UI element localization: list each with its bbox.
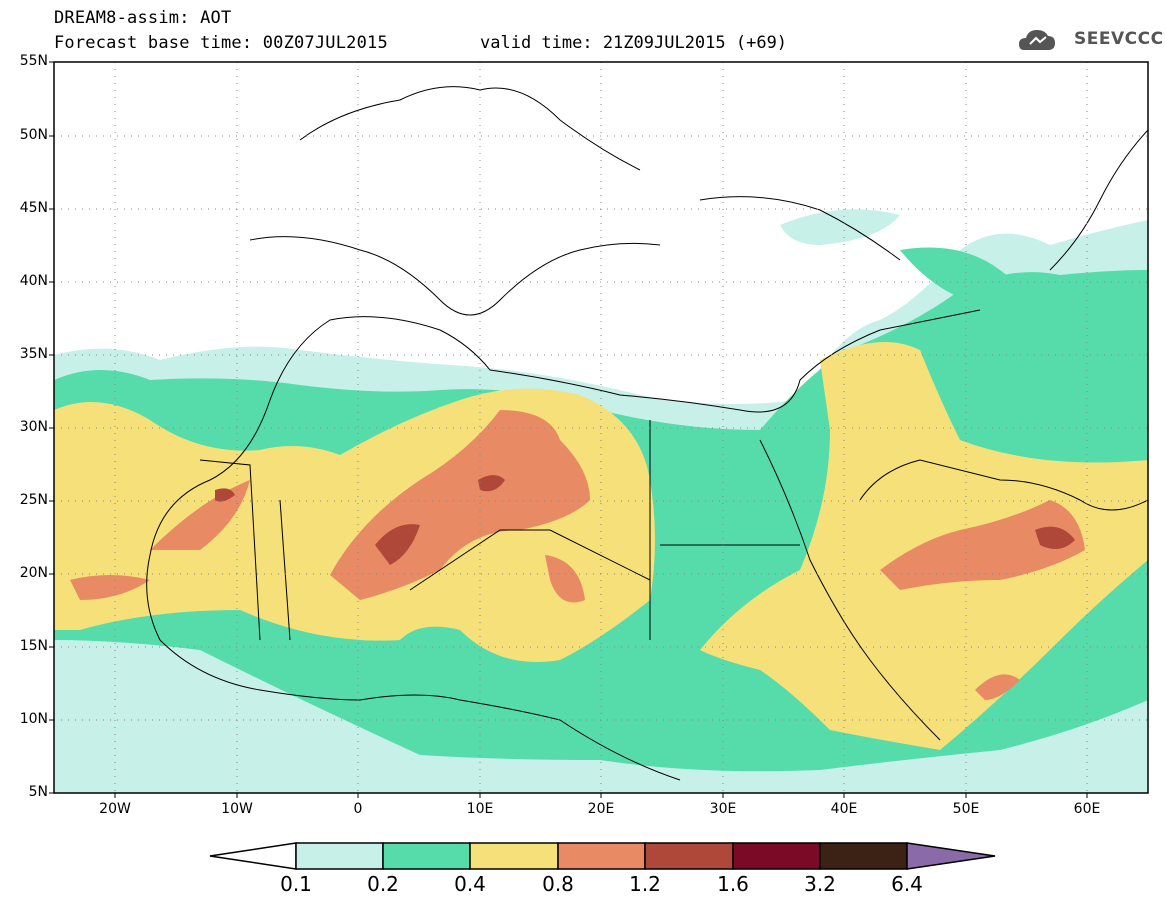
lat-label: 30N (19, 419, 48, 435)
colorbar-level-label: 0.2 (367, 872, 399, 896)
seevccc-logo-icon (1019, 30, 1055, 50)
lon-label: 60E (1073, 801, 1101, 817)
lat-label: 5N (28, 784, 48, 800)
lon-label: 20E (587, 801, 615, 817)
lon-label: 20W (99, 801, 131, 817)
lon-label: 10W (221, 801, 253, 817)
base-time-label: Forecast base time: 00Z07JUL2015 (54, 33, 388, 53)
colorbar-level-label: 0.4 (454, 872, 486, 896)
lon-label: 40E (830, 801, 858, 817)
chart-title: DREAM8-assim: AOT (54, 8, 232, 28)
lat-label: 40N (19, 273, 48, 289)
lon-label: 0 (353, 801, 363, 817)
lat-label: 15N (19, 638, 48, 654)
colorbar-level-label: 0.1 (280, 872, 312, 896)
colorbar-level-label: 3.2 (804, 872, 836, 896)
lon-label: 50E (952, 801, 980, 817)
lon-label: 30E (709, 801, 737, 817)
colorbar-level-label: 1.6 (717, 872, 749, 896)
lat-label: 55N (19, 53, 48, 69)
lat-label: 35N (19, 346, 48, 362)
lat-label: 50N (19, 127, 48, 143)
lat-label: 45N (19, 200, 48, 216)
lon-label: 10E (466, 801, 494, 817)
colorbar-level-label: 1.2 (629, 872, 661, 896)
colorbar (209, 842, 996, 870)
lat-label: 10N (19, 711, 48, 727)
logo-text: SEEVCCC (1074, 29, 1164, 49)
valid-time-label: valid time: 21Z09JUL2015 (+69) (480, 33, 788, 53)
aot-field-1.2 (375, 524, 420, 565)
lat-label: 20N (19, 565, 48, 581)
lat-label: 25N (19, 492, 48, 508)
colorbar-level-label: 0.8 (542, 872, 574, 896)
colorbar-level-label: 6.4 (891, 872, 923, 896)
